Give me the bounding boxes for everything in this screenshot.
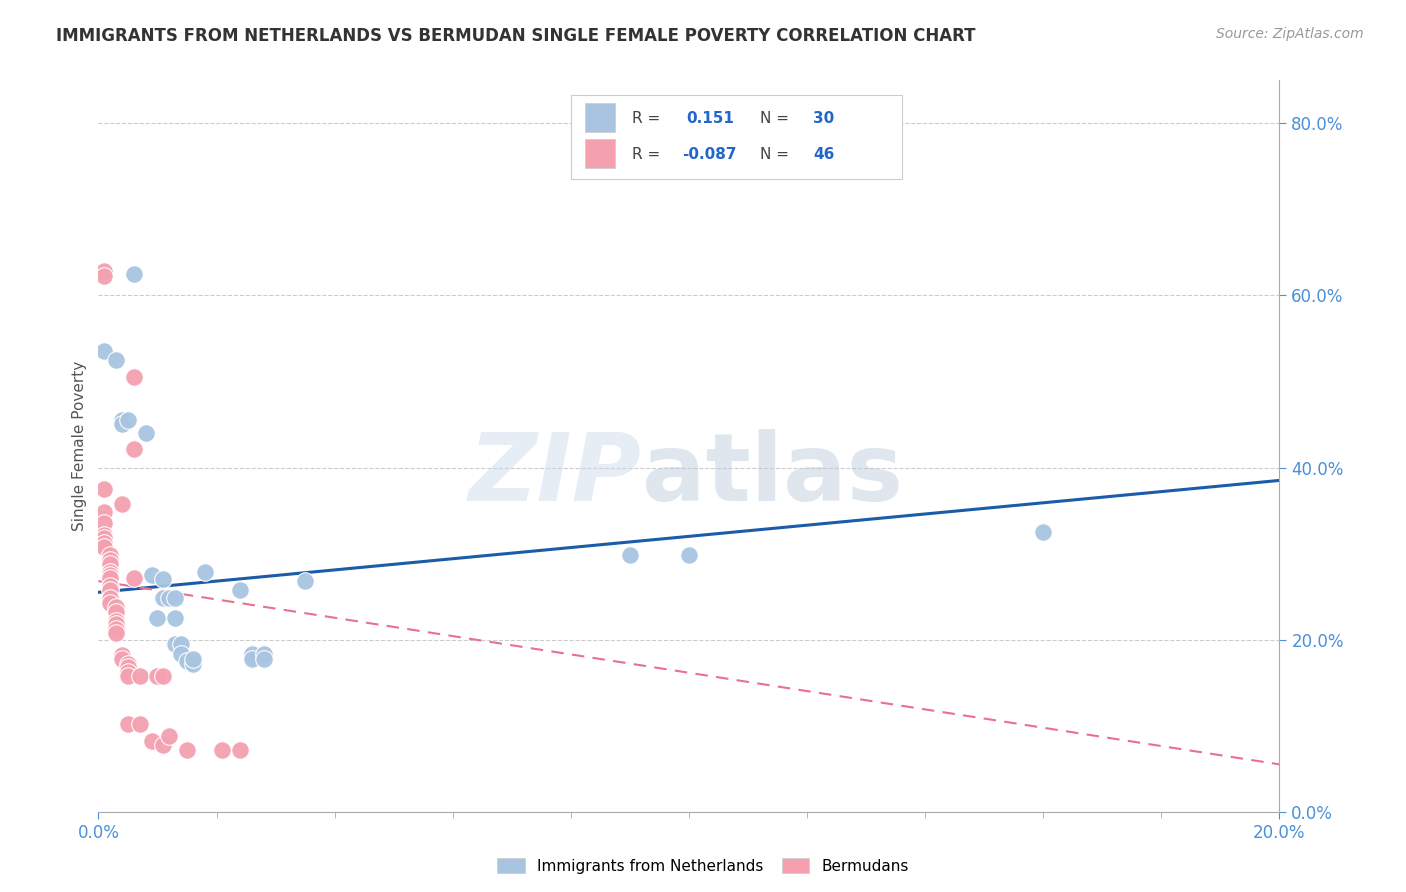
Point [229, 743, 252, 757]
Point [93, 344, 115, 359]
Point [111, 417, 134, 432]
Point [181, 651, 204, 665]
Point [1032, 524, 1054, 539]
Point [141, 568, 163, 582]
FancyBboxPatch shape [571, 95, 901, 179]
Point [294, 574, 316, 588]
Point [229, 582, 252, 597]
Point [117, 669, 139, 683]
Point [117, 665, 139, 680]
Point [93, 536, 115, 550]
Legend: Immigrants from Netherlands, Bermudans: Immigrants from Netherlands, Bermudans [491, 852, 915, 880]
Point [98, 553, 121, 567]
Point [211, 743, 233, 757]
Text: R =: R = [633, 111, 661, 126]
Point [122, 571, 145, 585]
Point [141, 734, 163, 748]
Point [98, 597, 121, 611]
Point [105, 353, 128, 368]
Point [253, 647, 276, 661]
Point [117, 657, 139, 671]
Point [240, 651, 263, 665]
Point [128, 669, 150, 683]
Point [111, 648, 134, 662]
Point [105, 605, 128, 619]
Point [165, 611, 187, 625]
Point [170, 647, 193, 661]
Text: atlas: atlas [641, 429, 903, 521]
Text: 30: 30 [813, 111, 834, 126]
Point [98, 566, 121, 580]
Point [93, 264, 115, 278]
Point [111, 497, 134, 511]
Text: -0.087: -0.087 [682, 146, 737, 161]
Point [105, 617, 128, 632]
Point [111, 413, 134, 427]
Point [165, 637, 187, 651]
Text: N =: N = [759, 146, 789, 161]
Point [98, 582, 121, 597]
Text: ZIP: ZIP [468, 429, 641, 521]
FancyBboxPatch shape [585, 139, 614, 168]
Point [93, 516, 115, 531]
Text: N =: N = [759, 111, 789, 126]
Point [117, 413, 139, 427]
Point [98, 591, 121, 606]
Point [152, 738, 174, 752]
Point [98, 579, 121, 593]
Point [93, 505, 115, 519]
Point [165, 591, 187, 606]
Point [152, 573, 174, 587]
Text: IMMIGRANTS FROM NETHERLANDS VS BERMUDAN SINGLE FEMALE POVERTY CORRELATION CHART: IMMIGRANTS FROM NETHERLANDS VS BERMUDAN … [56, 27, 976, 45]
Y-axis label: Single Female Poverty: Single Female Poverty [72, 361, 87, 531]
Point [105, 599, 128, 614]
Point [93, 269, 115, 284]
Point [105, 625, 128, 640]
Point [135, 426, 157, 441]
Point [240, 647, 263, 661]
Point [146, 669, 169, 683]
Point [181, 657, 204, 671]
Point [152, 591, 174, 606]
Point [117, 660, 139, 674]
Point [122, 267, 145, 281]
Text: 46: 46 [813, 146, 834, 161]
Point [157, 729, 180, 743]
Text: R =: R = [633, 146, 661, 161]
Point [98, 568, 121, 582]
Point [93, 531, 115, 545]
Point [93, 540, 115, 554]
Point [105, 614, 128, 628]
Text: 0.151: 0.151 [686, 111, 734, 126]
Point [194, 566, 217, 580]
Point [122, 370, 145, 384]
Point [176, 743, 198, 757]
Point [93, 482, 115, 496]
Point [98, 571, 121, 585]
Point [98, 557, 121, 571]
Point [170, 637, 193, 651]
Point [146, 611, 169, 625]
Point [98, 549, 121, 563]
Point [152, 669, 174, 683]
FancyBboxPatch shape [585, 103, 614, 132]
Point [117, 717, 139, 731]
Point [176, 654, 198, 668]
Point [93, 527, 115, 541]
Point [128, 717, 150, 731]
Point [122, 442, 145, 456]
Point [253, 651, 276, 665]
Point [157, 591, 180, 606]
Point [105, 622, 128, 636]
Point [619, 549, 641, 563]
Point [111, 651, 134, 665]
Text: Source: ZipAtlas.com: Source: ZipAtlas.com [1216, 27, 1364, 41]
Point [678, 549, 700, 563]
